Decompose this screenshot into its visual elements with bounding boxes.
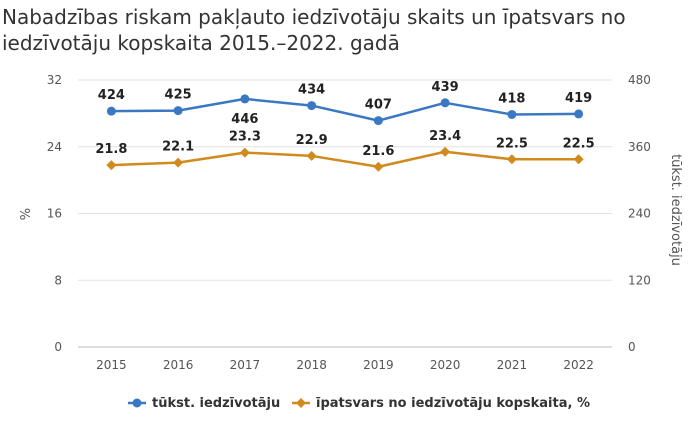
data-label: 22.5 [563,136,595,151]
legend-item[interactable]: tūkst. iedzīvotāju [128,392,280,414]
y-axis-title: % [19,208,34,220]
data-point [173,157,184,168]
data-label: 23.4 [429,129,461,144]
chart-title-line-2: iedzīvotāju kopskaita 2015.–2022. gadā [2,31,400,55]
y2-tick-label: 240 [628,207,651,221]
chart-title-line-1: Nabadzības riskam pakļauto iedzīvotāju s… [2,5,626,29]
y-tick-label: 32 [47,73,62,87]
y2-tick-label: 120 [628,273,651,287]
x-tick-label: 2015 [96,358,127,372]
data-label: 424 [98,88,125,103]
legend-item[interactable]: īpatsvars no iedzīvotāju kopskaita, % [292,392,590,414]
data-point [239,147,250,158]
legend: tūkst. iedzīvotāju īpatsvars no iedzīvotā… [0,392,700,414]
data-label: 22.5 [496,136,528,151]
data-point [307,101,317,111]
data-label: 418 [498,91,525,106]
data-label: 439 [432,80,459,95]
data-label: 419 [565,91,592,106]
y2-tick-label: 360 [628,140,651,154]
legend-marker [292,398,310,408]
y-tick-label: 16 [47,207,62,221]
legend-label: īpatsvars no iedzīvotāju kopskaita, % [316,395,590,411]
data-point [573,154,584,165]
data-point [440,98,450,108]
data-label: 23.3 [229,130,261,145]
y2-tick-label: 0 [628,340,636,354]
x-tick-label: 2019 [363,358,394,372]
data-point [507,109,517,119]
data-label: 446 [231,112,258,127]
data-point [373,161,384,172]
series-line-2 [111,150,579,169]
data-point [106,106,116,116]
data-label: 22.1 [162,140,194,155]
x-tick-label: 2017 [230,358,261,372]
data-point [440,146,451,157]
y-tick-label: 24 [47,140,62,154]
data-point [574,109,584,119]
data-label: 407 [365,98,392,113]
series-line-1 [111,97,579,122]
data-point [240,94,250,104]
data-point [306,150,317,161]
data-point [173,106,183,116]
y2-tick-label: 480 [628,73,651,87]
y2-axis-title: tūkst. iedzīvotāju [668,154,683,266]
data-label: 434 [298,83,325,98]
data-point [506,154,517,165]
line-chart: 0 8 16 24 32 0 120 240 360 480 2015 2016 2017 2018 201… [19,73,683,372]
legend-marker [128,398,146,408]
legend-label: tūkst. iedzīvotāju [152,395,281,411]
data-label: 22.9 [296,133,328,148]
x-tick-label: 2016 [163,358,194,372]
x-tick-label: 2021 [497,358,528,372]
x-tick-label: 2022 [563,358,594,372]
y-tick-label: 0 [54,340,62,354]
chart-title: Nabadzības riskam pakļauto iedzīvotāju s… [2,4,698,56]
data-label: 425 [165,88,192,103]
data-label: 21.6 [362,144,394,159]
data-point [106,160,117,171]
y-tick-label: 8 [54,273,62,287]
x-tick-label: 2018 [296,358,327,372]
data-point [373,116,383,126]
data-label: 21.8 [95,142,127,157]
x-tick-label: 2020 [430,358,461,372]
